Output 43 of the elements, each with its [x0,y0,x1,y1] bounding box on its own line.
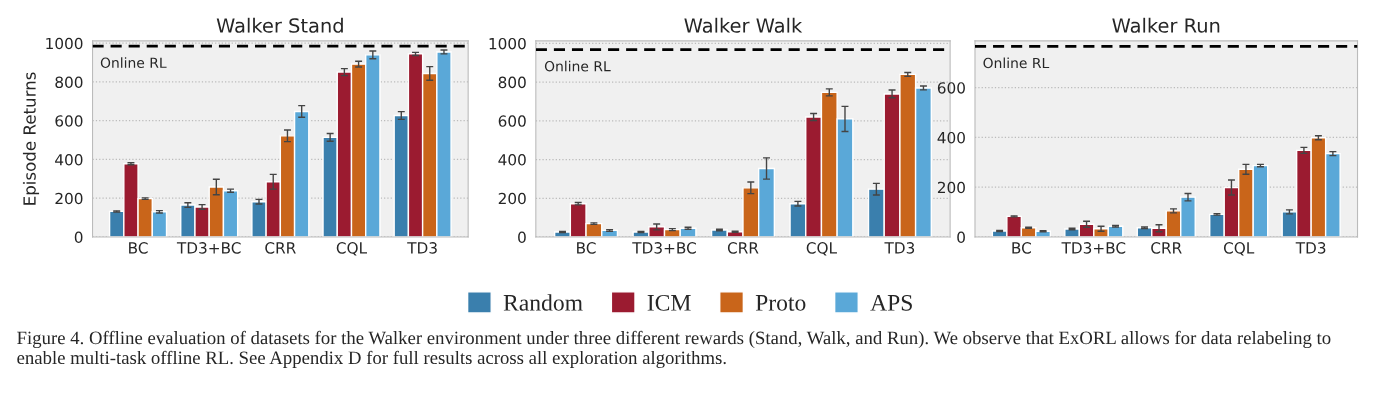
x-tick-label: TD3 [1295,242,1326,254]
x-tick-label: BC [129,242,148,254]
ref-line-label: Online RL [544,60,611,72]
x-tick-label: CQL [1223,242,1255,256]
x-tick-label: CRR [265,242,296,254]
x-tick-label: CRR [727,242,759,254]
ref-line-label: Online RL [100,57,167,68]
y-tick-label: 1000 [46,37,83,50]
y-tick-label: 400 [498,154,526,166]
y-tick-label: 400 [937,131,965,144]
y-tick-label: 200 [937,181,965,194]
y-tick-label: 0 [518,231,526,244]
y-tick-label: 400 [55,153,83,166]
chart-title: Walker Walk [684,17,803,33]
x-tick-label: CRR [1151,242,1182,254]
chart-title: Walker Run [1112,17,1220,33]
chart-title: Walker Stand [216,17,343,33]
y-tick-label: 1000 [489,37,526,50]
x-tick-label: TD3 [407,242,437,254]
y-tick-label: 0 [957,231,965,244]
y-tick-label: 0 [74,231,83,244]
caption: Figure 4. Offline evaluation of datasets for the Walker environment under three different rewards (Stand, Walk, and Run). We observe that ExORL allows for data relabeling to enable multi-task offline RL. See Appendix D for full results across all exploration algorithms. [17,330,1331,368]
x-tick-label: CQL [336,242,367,256]
ref-line-label: Online RL [983,57,1050,69]
y-tick-label: 600 [498,115,526,127]
y-tick-label: 600 [55,115,83,127]
x-tick-label: TD3+BC [176,242,241,254]
y-tick-label: 200 [498,192,526,205]
x-tick-label: TD3+BC [1061,242,1126,254]
legend-label: APS [870,294,912,311]
y-tick-label: 800 [55,76,83,88]
y-tick-label: 600 [937,82,965,94]
x-tick-label: BC [577,242,596,254]
x-tick-label: TD3+BC [632,242,696,254]
y-axis-title: Episode Returns [22,72,40,205]
x-tick-label: TD3 [884,242,915,254]
x-tick-label: BC [1012,242,1031,254]
y-tick-label: 200 [55,192,83,205]
y-tick-label: 800 [498,76,526,89]
x-tick-label: CQL [806,242,837,256]
legend-label: ICM [647,294,691,311]
legend-label: Proto [755,295,806,311]
legend-label: Random [503,294,583,311]
